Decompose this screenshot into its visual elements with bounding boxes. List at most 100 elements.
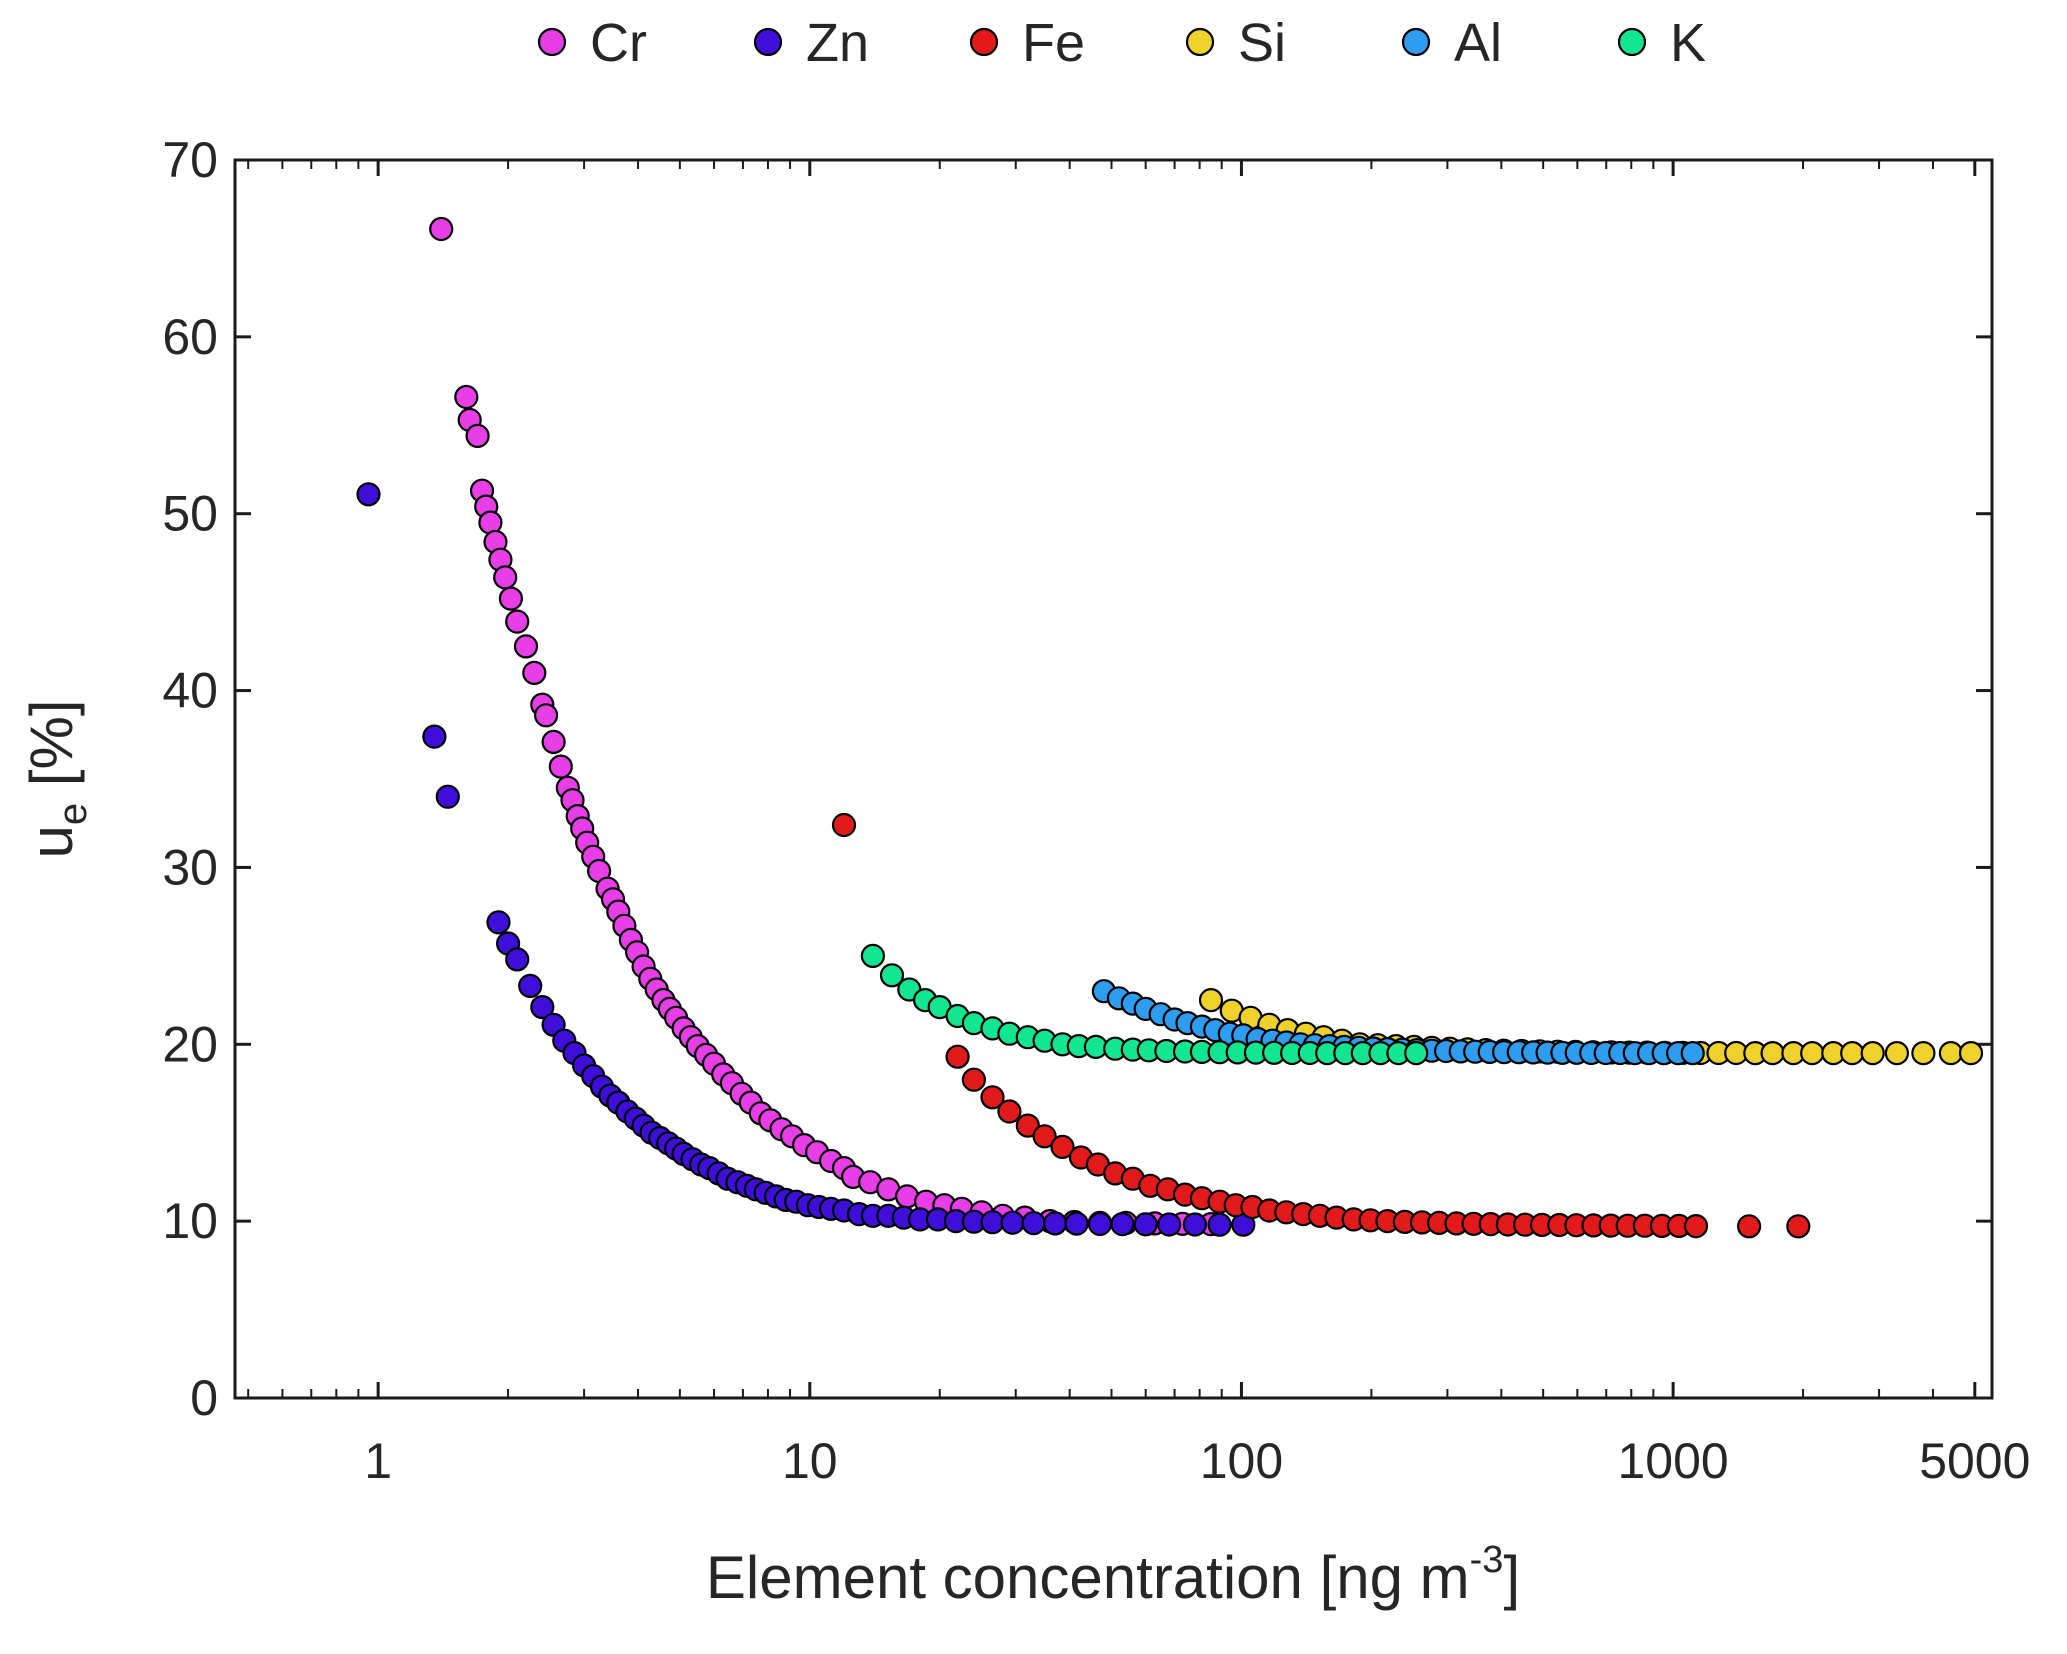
legend-marker-Cr (537, 27, 567, 57)
point-Fe (1015, 1113, 1040, 1138)
x-tick-label: 1000 (1617, 1433, 1728, 1489)
legend-label-Cr: Cr (590, 13, 647, 73)
y-tick-label: 10 (162, 1193, 218, 1249)
point-Zn (1133, 1212, 1158, 1237)
data-points (356, 216, 1984, 1239)
point-Cr (429, 216, 454, 242)
point-Cr (498, 586, 523, 611)
point-Zn (1064, 1211, 1089, 1236)
point-Si (1800, 1040, 1825, 1066)
point-Fe (1032, 1124, 1057, 1149)
point-Si (1884, 1040, 1910, 1066)
legend-item-Fe: Fe (969, 13, 1085, 73)
legend-label-Al: Al (1454, 13, 1502, 73)
point-Zn (980, 1210, 1005, 1235)
axis-ticks (235, 158, 1992, 1400)
point-Zn (1207, 1212, 1232, 1237)
y-tick-label: 60 (162, 309, 218, 365)
legend-marker-Fe (969, 27, 999, 57)
legend-marker-Al (1401, 27, 1431, 57)
point-Si (1840, 1040, 1865, 1066)
y-tick-label: 70 (162, 132, 218, 188)
point-Zn (1000, 1210, 1025, 1235)
x-tick-label: 1 (364, 1433, 392, 1489)
point-Cr (533, 703, 559, 728)
tick-labels: 1 10 100 1000 5000 0 10 20 30 40 50 60 70 (162, 132, 2030, 1489)
point-Cr (522, 660, 547, 686)
point-Cr (505, 609, 530, 634)
point-Fe (997, 1099, 1022, 1124)
point-Si (1938, 1040, 1964, 1066)
y-axis-label-subscript: e (51, 803, 95, 825)
point-Zn (356, 482, 381, 507)
point-Fe (980, 1085, 1005, 1110)
point-Zn (1157, 1212, 1182, 1237)
legend-item-Cr: Cr (537, 13, 647, 73)
point-Zn (1182, 1212, 1208, 1237)
plot-area: 1 10 100 1000 5000 0 10 20 30 40 50 60 70 (162, 132, 2030, 1489)
point-Si (1860, 1040, 1885, 1066)
point-Cr (454, 384, 479, 410)
legend-item-Si: Si (1185, 13, 1286, 73)
point-Fe (945, 1044, 970, 1069)
x-axis-label: Element concentration [ng m-3] (706, 1539, 1520, 1611)
point-K (1404, 1040, 1429, 1066)
point-Zn (422, 724, 447, 749)
point-Zn (530, 994, 555, 1020)
legend-label-Si: Si (1238, 13, 1286, 73)
point-Cr (493, 565, 518, 590)
y-tick-label: 50 (162, 486, 218, 542)
legend: Cr Zn Fe Si Al K (537, 13, 1706, 73)
x-tick-label: 100 (1200, 1433, 1283, 1489)
y-tick-label: 40 (162, 663, 218, 719)
point-Si (1911, 1040, 1936, 1066)
legend-marker-Si (1185, 27, 1215, 57)
legend-label-K: K (1670, 13, 1706, 73)
point-Zn (518, 973, 543, 999)
x-axis-label-close: ] (1503, 1544, 1520, 1611)
point-Al (1680, 1040, 1705, 1066)
x-axis-label-superscript: -3 (1470, 1539, 1504, 1581)
legend-label-Zn: Zn (806, 13, 869, 73)
y-axis-label-text: u (18, 825, 85, 858)
point-Zn (1042, 1211, 1068, 1236)
y-axis-label-units: [%] (18, 700, 85, 803)
point-K (879, 963, 905, 988)
point-Zn (486, 910, 511, 935)
legend-marker-K (1617, 27, 1647, 57)
y-axis-label: ue [%] (18, 700, 95, 859)
y-tick-label: 20 (162, 1016, 218, 1072)
x-tick-label: 5000 (1919, 1433, 2030, 1489)
x-axis-label-text: Element concentration [ng m (706, 1544, 1470, 1611)
point-Zn (1087, 1211, 1113, 1237)
point-Fe (1736, 1214, 1762, 1239)
legend-marker-Zn (753, 27, 783, 57)
point-K (860, 943, 886, 969)
point-Fe (831, 812, 857, 838)
point-Si (1760, 1040, 1785, 1066)
point-Cr (465, 423, 490, 448)
point-Zn (1021, 1210, 1046, 1236)
legend-item-Al: Al (1401, 13, 1502, 73)
point-Fe (961, 1067, 987, 1092)
point-Cr (541, 729, 566, 755)
point-Zn (435, 784, 460, 809)
point-Zn (505, 947, 530, 972)
point-Si (1958, 1040, 1984, 1066)
x-tick-label: 10 (782, 1433, 838, 1489)
point-Cr (513, 634, 539, 659)
legend-item-Zn: Zn (753, 13, 869, 73)
axes-box (233, 158, 1994, 1400)
y-tick-label: 0 (190, 1370, 218, 1426)
point-Fe (1683, 1213, 1709, 1239)
point-Zn (1110, 1211, 1135, 1237)
point-Si (1198, 987, 1224, 1013)
point-Fe (1050, 1134, 1075, 1160)
point-Cr (548, 754, 573, 779)
legend-label-Fe: Fe (1022, 13, 1085, 73)
point-Fe (1786, 1214, 1811, 1239)
legend-item-K: K (1617, 13, 1706, 73)
y-tick-label: 30 (162, 839, 218, 895)
